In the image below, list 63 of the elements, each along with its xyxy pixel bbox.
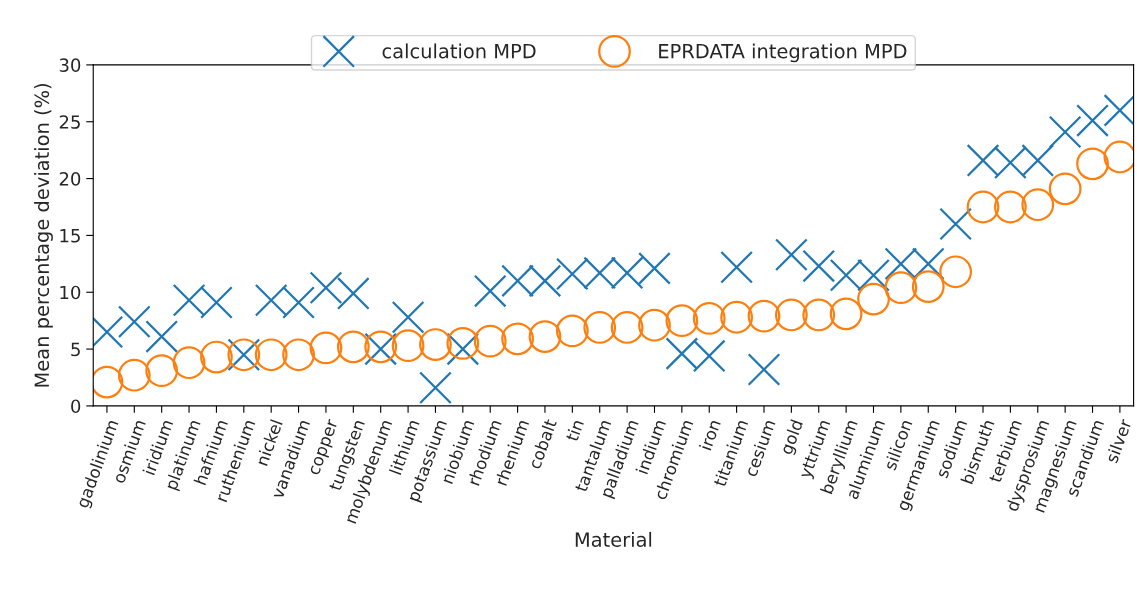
point xyxy=(1048,172,1082,206)
point xyxy=(391,300,425,334)
point xyxy=(446,327,480,360)
point xyxy=(692,302,726,335)
point xyxy=(774,238,808,272)
point xyxy=(473,324,507,358)
point xyxy=(966,190,1000,224)
point xyxy=(200,340,233,374)
point xyxy=(117,358,151,392)
point xyxy=(309,331,343,365)
point xyxy=(282,338,315,372)
point xyxy=(145,354,179,388)
y-tick-label: 10 xyxy=(60,285,81,300)
point xyxy=(172,346,206,380)
point xyxy=(802,298,836,332)
point xyxy=(555,314,589,348)
point xyxy=(1076,147,1109,181)
point xyxy=(747,299,781,333)
point xyxy=(583,311,617,344)
point xyxy=(720,250,753,284)
point xyxy=(309,271,343,305)
point xyxy=(857,282,890,316)
point xyxy=(1021,188,1055,222)
point xyxy=(419,328,452,361)
point xyxy=(802,249,836,283)
point xyxy=(774,298,808,332)
point xyxy=(501,322,534,356)
point xyxy=(117,305,151,339)
x-tick-label: gold xyxy=(779,419,807,457)
y-tick-label: 5 xyxy=(71,342,80,357)
point xyxy=(911,270,945,303)
point xyxy=(391,329,425,363)
point xyxy=(829,297,863,331)
y-tick-label: 30 xyxy=(59,58,81,73)
point xyxy=(884,271,918,305)
point xyxy=(419,371,452,405)
point xyxy=(254,338,288,372)
x-tick-label: silver xyxy=(1104,417,1133,464)
y-tick-label: 0 xyxy=(71,399,81,414)
point xyxy=(473,274,507,308)
point xyxy=(747,353,781,386)
legend-label: calculation MPD xyxy=(382,43,536,59)
legend-label: EPRDATA integration MPD xyxy=(659,43,907,63)
point xyxy=(1048,115,1082,149)
point xyxy=(528,320,562,353)
point xyxy=(939,207,973,241)
point xyxy=(939,255,973,289)
y-tick-label: 20 xyxy=(59,172,81,186)
y-tick-label: 25 xyxy=(59,115,80,129)
point xyxy=(336,277,370,310)
point xyxy=(336,330,370,364)
point xyxy=(638,308,671,342)
point xyxy=(1076,104,1109,137)
y-tick-label: 15 xyxy=(60,229,80,243)
point xyxy=(638,251,671,285)
point xyxy=(994,190,1027,224)
y-axis-title: Mean percentage deviation (%) xyxy=(34,83,53,387)
point xyxy=(145,320,179,353)
point xyxy=(610,311,644,344)
point xyxy=(446,332,480,366)
x-axis-title: Material xyxy=(575,531,652,547)
point xyxy=(720,300,753,334)
point xyxy=(665,304,699,338)
